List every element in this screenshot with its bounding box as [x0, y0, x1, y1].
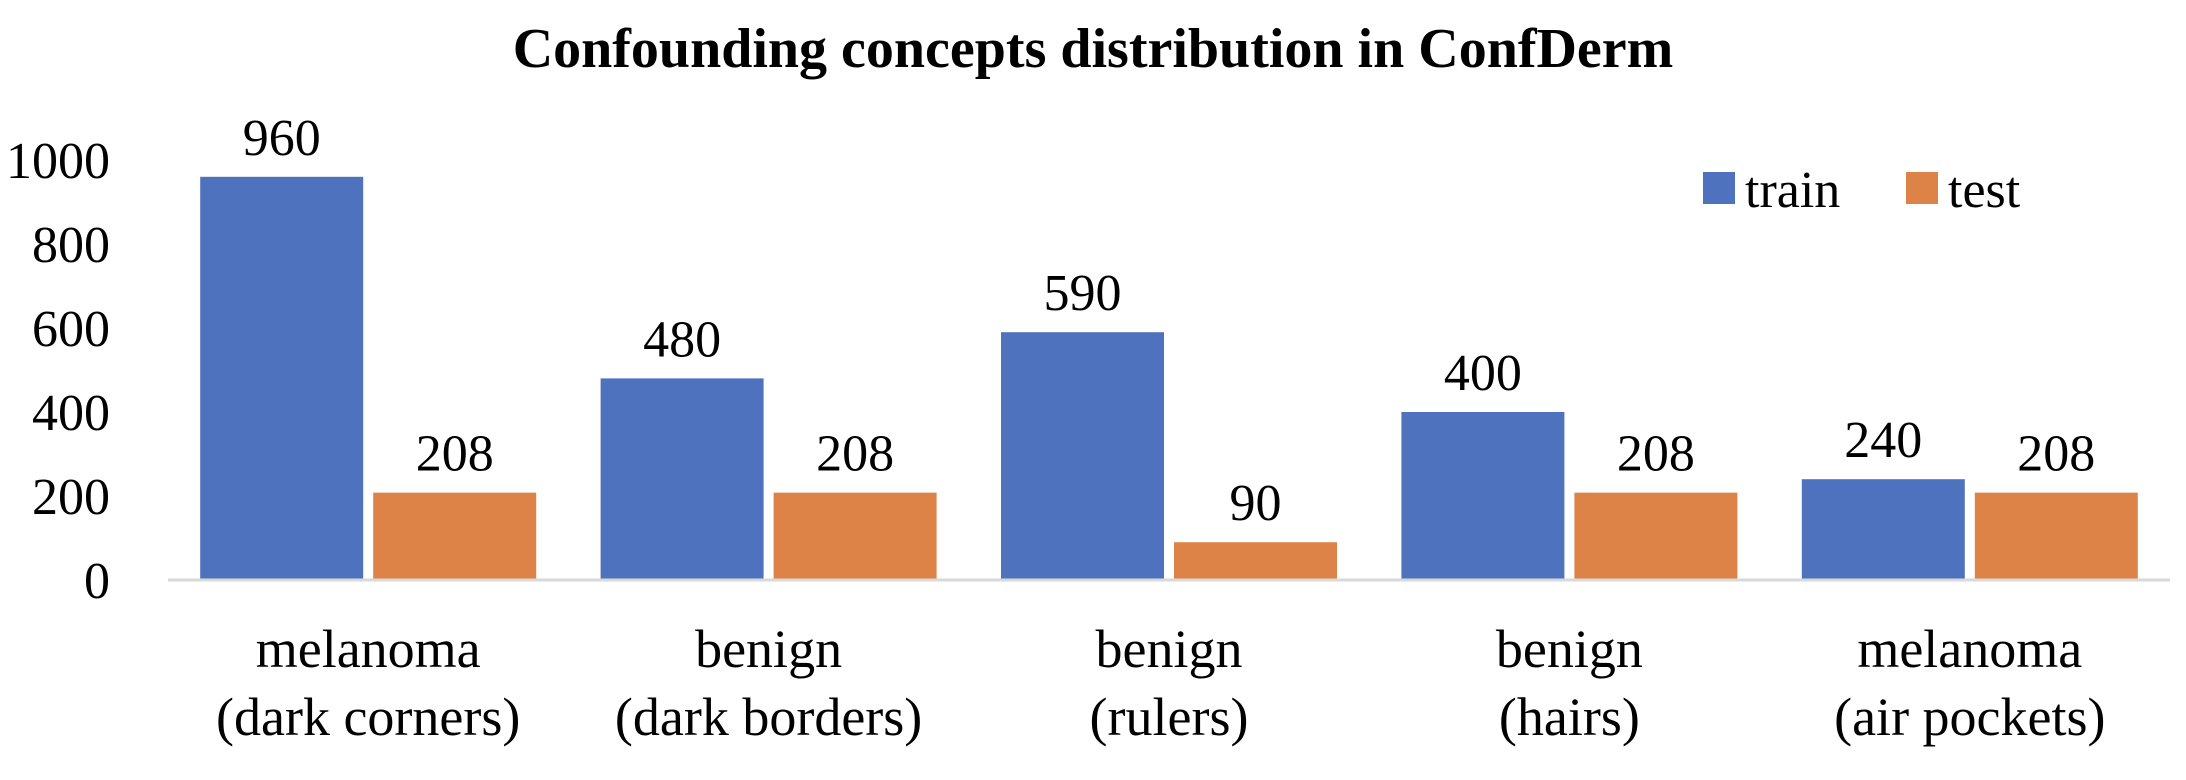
x-category-label: benign — [695, 619, 842, 679]
legend-label-test: test — [1948, 162, 2021, 219]
bar-test — [373, 492, 537, 580]
y-tick-label: 200 — [32, 469, 110, 526]
x-axis: melanoma (dark corners) benign (dark border… — [216, 619, 2105, 747]
data-label-test: 90 — [1230, 475, 1282, 532]
x-category-label: (hairs) — [1499, 687, 1640, 747]
data-label-test: 208 — [2017, 426, 2095, 483]
data-label-test: 208 — [816, 426, 894, 483]
data-label-test: 208 — [416, 426, 494, 483]
x-category-label: (dark borders) — [615, 687, 922, 747]
bar-train — [1401, 412, 1565, 580]
data-label-train: 590 — [1044, 265, 1122, 322]
bar-train — [600, 378, 764, 580]
x-category-label: (rulers) — [1090, 687, 1249, 747]
bars-group: 960 208 480 208 590 90 400 208 240 208 — [200, 110, 2138, 581]
y-tick-label: 600 — [32, 301, 110, 358]
x-category-label: melanoma — [256, 619, 481, 679]
x-category-label: melanoma — [1857, 619, 2082, 679]
x-category-label: (dark corners) — [216, 687, 520, 747]
legend-label-train: train — [1745, 162, 1840, 219]
data-label-train: 960 — [243, 110, 321, 167]
y-tick-label: 0 — [84, 553, 110, 610]
y-tick-label: 1000 — [6, 133, 110, 190]
chart-title: Confounding concepts distribution in Con… — [513, 18, 1674, 80]
data-label-train: 240 — [1844, 412, 1922, 469]
data-label-test: 208 — [1617, 426, 1695, 483]
x-category-label: (air pockets) — [1834, 687, 2105, 747]
x-category-label: benign — [1096, 619, 1243, 679]
bar-test — [773, 492, 937, 580]
data-label-train: 400 — [1444, 345, 1522, 402]
x-category-label: benign — [1496, 619, 1643, 679]
bar-train — [1001, 332, 1164, 580]
legend: train test — [1703, 162, 2021, 219]
legend-swatch-train — [1703, 172, 1735, 204]
bar-test — [1974, 492, 2138, 580]
y-tick-label: 400 — [32, 385, 110, 442]
data-label-train: 480 — [643, 311, 721, 368]
bar-train — [1801, 479, 1965, 580]
bar-test — [1574, 492, 1738, 580]
y-tick-label: 800 — [32, 217, 110, 274]
bar-train — [200, 176, 364, 581]
bar-test — [1174, 542, 1337, 580]
y-axis: 0 200 400 600 800 1000 — [6, 133, 110, 610]
legend-swatch-test — [1906, 172, 1938, 204]
